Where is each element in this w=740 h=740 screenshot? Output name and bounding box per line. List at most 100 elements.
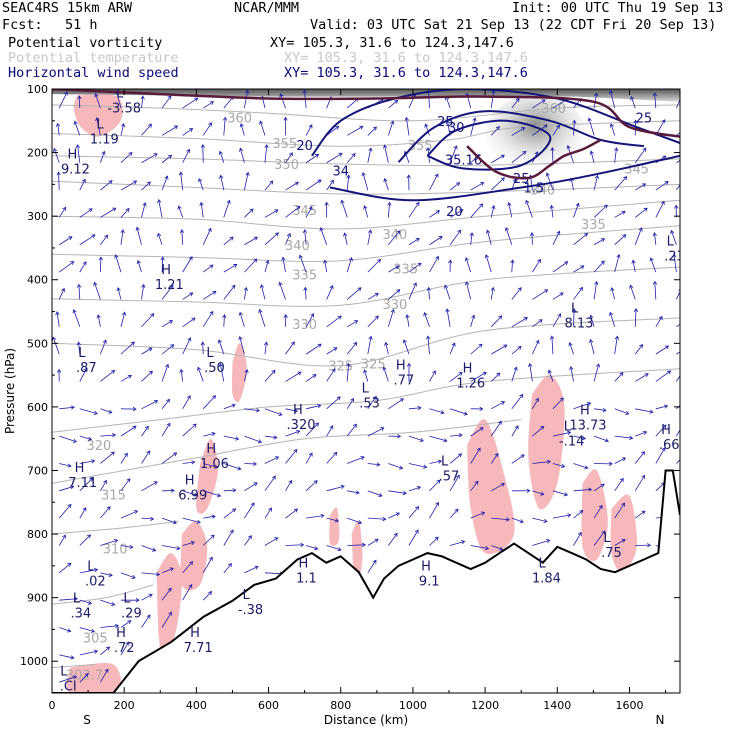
hl-kind: L — [60, 664, 68, 679]
wind-vector — [408, 435, 424, 443]
wind-vector — [367, 538, 379, 546]
hl-kind: L — [96, 118, 104, 133]
wind-vector — [264, 507, 272, 519]
hl-marker-4: L8.13 — [564, 301, 593, 331]
wind-vector — [550, 146, 555, 163]
wind-vector — [464, 257, 472, 273]
wind-vector — [239, 147, 245, 163]
wind-vector — [676, 351, 680, 355]
wind-vector — [367, 229, 373, 245]
wind-vector — [484, 254, 492, 273]
hl-value: 7.71 — [184, 641, 213, 656]
hl-marker-5: L.23 — [664, 235, 680, 265]
hl-value: .320 — [287, 418, 316, 433]
wind-vector — [161, 154, 173, 164]
hl-kind: L — [603, 531, 611, 546]
wind-vector — [490, 286, 495, 300]
wind-vector — [279, 93, 286, 109]
forecast-label: Fcst: — [2, 17, 43, 33]
y-tick-label: 400 — [27, 274, 48, 287]
legend-wind-xy: XY= 105.3, 31.6 to 124.3,147.6 — [284, 65, 528, 81]
wind-vector — [429, 255, 439, 273]
hl-kind: L — [87, 559, 95, 574]
hl-kind: L — [564, 420, 572, 435]
wind-vector — [203, 431, 216, 437]
wind-contour-1 — [397, 110, 645, 163]
wind-vector — [203, 490, 222, 498]
wind-vector — [676, 323, 680, 328]
hl-value: .53 — [359, 396, 380, 411]
wind-vector — [305, 545, 319, 551]
wind-vector — [75, 144, 81, 163]
wind-vector — [343, 232, 348, 245]
wind-vector — [346, 174, 351, 191]
wind-vector — [79, 178, 86, 191]
x-tick-label: 200 — [114, 699, 135, 712]
wind-vector — [545, 172, 554, 191]
wind-vector — [199, 201, 204, 218]
wind-contour-label-2-0: 30 — [448, 121, 465, 136]
hl-marker-0: L-3.58 — [107, 89, 141, 116]
y-axis-title: Pressure (hPa) — [3, 348, 17, 434]
wind-vector — [614, 435, 634, 440]
wind-vector — [264, 408, 283, 416]
hl-value: 1.1 — [296, 571, 317, 586]
wind-vector — [573, 487, 593, 492]
hl-kind: H — [75, 461, 85, 476]
wind-vector — [532, 258, 541, 273]
wind-vector — [470, 427, 484, 437]
wind-vector — [470, 314, 476, 327]
wind-vector — [511, 345, 522, 355]
wind-vector — [285, 408, 299, 413]
wind-vector — [670, 229, 677, 245]
wind-vector — [162, 545, 181, 551]
wind-vector — [346, 153, 356, 164]
wind-vector — [635, 543, 652, 548]
theta-label-310-0: 310 — [103, 543, 128, 558]
wind-vector — [244, 565, 259, 574]
wind-vector — [285, 232, 291, 245]
hl-marker-22: L1.84 — [532, 556, 561, 586]
wind-vector — [367, 395, 377, 410]
wind-vector — [306, 513, 325, 519]
wind-vector — [79, 367, 88, 382]
pink-region-4 — [196, 438, 219, 514]
wind-vector — [182, 490, 198, 497]
wind-vector — [141, 481, 158, 492]
wind-vector — [573, 401, 592, 410]
hl-marker-7: L.50 — [204, 346, 225, 376]
wind-vector — [120, 229, 125, 245]
wind-vector — [202, 534, 215, 546]
hl-value: -.38 — [238, 603, 263, 618]
y-tick-label: 300 — [27, 210, 48, 223]
theta-label-335-2: 335 — [581, 218, 606, 233]
wind-vector — [388, 463, 404, 470]
wind-vector — [161, 587, 172, 601]
wind-vector — [609, 123, 616, 136]
wind-vector — [367, 516, 387, 522]
wind-vector — [511, 454, 525, 464]
wind-vector — [244, 502, 255, 519]
wind-vector — [100, 668, 109, 683]
wind-vector — [406, 174, 411, 191]
hl-value: 9.1 — [419, 574, 440, 589]
wind-vector — [244, 208, 254, 218]
hl-kind: H — [421, 559, 431, 574]
wind-vector — [655, 200, 665, 218]
wind-vector — [470, 343, 483, 355]
wind-vector — [79, 408, 98, 415]
hl-marker-9: H1.26 — [456, 362, 485, 392]
y-tick-label: 1000 — [20, 655, 48, 668]
wind-vector — [305, 313, 315, 327]
wind-vector — [528, 362, 533, 382]
wind-vector — [346, 362, 351, 382]
wind-vector — [161, 517, 177, 525]
hl-marker-2: H9.12 — [61, 147, 90, 177]
wind-vector — [319, 227, 328, 245]
wind-max-label-1: 34 — [332, 164, 349, 179]
wind-vector — [59, 675, 78, 683]
y-tick-label: 100 — [27, 83, 48, 96]
wind-vector — [383, 144, 389, 163]
wind-vector — [244, 236, 259, 246]
wind-vector — [94, 93, 101, 109]
